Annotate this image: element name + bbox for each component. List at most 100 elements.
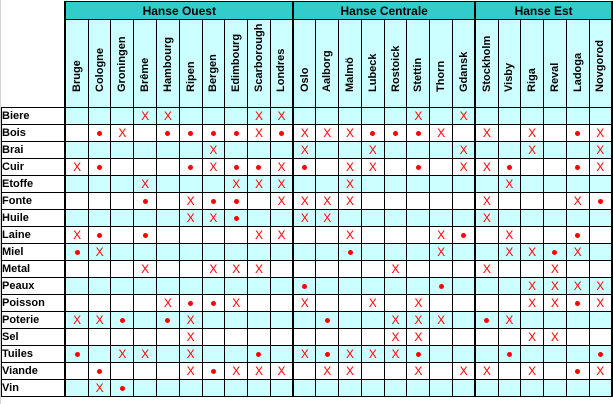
product-name[interactable]: Huile [1, 209, 66, 227]
trade-cell[interactable] [87, 277, 112, 295]
trade-cell[interactable] [201, 345, 226, 363]
trade-cell[interactable] [565, 345, 590, 363]
trade-cell[interactable] [156, 124, 180, 142]
trade-cell[interactable] [520, 311, 545, 329]
trade-cell[interactable] [87, 294, 112, 312]
trade-cell[interactable] [247, 328, 271, 346]
trade-cell[interactable] [588, 243, 613, 261]
trade-cell[interactable]: X [269, 362, 295, 380]
trade-cell[interactable] [64, 294, 89, 312]
trade-cell[interactable]: X [224, 175, 249, 193]
trade-cell[interactable] [429, 175, 453, 193]
trade-cell[interactable] [338, 328, 362, 346]
trade-cell[interactable] [269, 209, 295, 227]
trade-cell[interactable] [497, 379, 522, 397]
trade-cell[interactable] [110, 328, 135, 346]
trade-cell[interactable]: X [383, 260, 408, 278]
trade-cell[interactable] [178, 260, 203, 278]
trade-cell[interactable]: X [292, 294, 317, 312]
trade-cell[interactable] [497, 158, 522, 176]
product-name[interactable]: Fonte [1, 192, 66, 210]
trade-cell[interactable]: X [588, 294, 613, 312]
trade-cell[interactable]: X [588, 141, 613, 159]
trade-cell[interactable] [64, 243, 89, 261]
trade-cell[interactable] [178, 243, 203, 261]
trade-cell[interactable]: X [292, 345, 317, 363]
trade-cell[interactable]: X [224, 294, 249, 312]
trade-cell[interactable] [224, 124, 249, 142]
trade-cell[interactable] [474, 141, 499, 159]
trade-cell[interactable] [565, 175, 590, 193]
trade-cell[interactable]: X [133, 175, 158, 193]
trade-cell[interactable]: X [247, 362, 271, 380]
product-name[interactable]: Peaux [1, 277, 66, 295]
trade-cell[interactable]: X [269, 192, 295, 210]
trade-cell[interactable]: X [110, 124, 135, 142]
trade-cell[interactable] [315, 277, 340, 295]
trade-cell[interactable] [110, 107, 135, 125]
trade-cell[interactable] [383, 362, 408, 380]
trade-cell[interactable] [360, 124, 385, 142]
trade-cell[interactable]: X [247, 226, 271, 244]
trade-cell[interactable]: X [565, 243, 590, 261]
trade-cell[interactable] [429, 209, 453, 227]
trade-cell[interactable] [588, 345, 613, 363]
trade-cell[interactable]: X [565, 277, 590, 295]
trade-cell[interactable] [87, 107, 112, 125]
trade-cell[interactable] [156, 277, 180, 295]
trade-cell[interactable] [497, 124, 522, 142]
trade-cell[interactable] [292, 379, 317, 397]
trade-cell[interactable]: X [383, 311, 408, 329]
trade-cell[interactable]: X [497, 226, 522, 244]
trade-cell[interactable] [224, 158, 249, 176]
trade-cell[interactable] [178, 124, 203, 142]
trade-cell[interactable] [474, 226, 499, 244]
trade-cell[interactable]: X [588, 124, 613, 142]
trade-cell[interactable]: X [588, 158, 613, 176]
trade-cell[interactable] [247, 294, 271, 312]
trade-cell[interactable] [224, 345, 249, 363]
trade-cell[interactable] [565, 260, 590, 278]
trade-cell[interactable]: X [451, 158, 477, 176]
trade-cell[interactable] [201, 175, 226, 193]
trade-cell[interactable]: X [451, 362, 477, 380]
trade-cell[interactable] [360, 107, 385, 125]
trade-cell[interactable] [224, 379, 249, 397]
trade-cell[interactable] [201, 243, 226, 261]
trade-cell[interactable] [269, 294, 295, 312]
trade-cell[interactable] [474, 345, 499, 363]
trade-cell[interactable] [406, 175, 431, 193]
trade-cell[interactable] [383, 141, 408, 159]
trade-cell[interactable] [588, 192, 613, 210]
trade-cell[interactable] [292, 243, 317, 261]
trade-cell[interactable] [360, 175, 385, 193]
trade-cell[interactable]: X [338, 192, 362, 210]
trade-cell[interactable] [338, 311, 362, 329]
trade-cell[interactable]: X [201, 141, 226, 159]
trade-cell[interactable]: X [64, 226, 89, 244]
trade-cell[interactable] [110, 243, 135, 261]
trade-cell[interactable] [451, 260, 477, 278]
trade-cell[interactable]: X [247, 175, 271, 193]
trade-cell[interactable] [156, 175, 180, 193]
trade-cell[interactable] [269, 277, 295, 295]
trade-cell[interactable] [451, 277, 477, 295]
trade-cell[interactable] [474, 243, 499, 261]
trade-cell[interactable] [315, 328, 340, 346]
trade-cell[interactable] [292, 175, 317, 193]
trade-cell[interactable] [110, 311, 135, 329]
product-name[interactable]: Brai [1, 141, 66, 159]
trade-cell[interactable] [383, 277, 408, 295]
trade-cell[interactable] [64, 107, 89, 125]
trade-cell[interactable] [315, 107, 340, 125]
trade-cell[interactable] [474, 294, 499, 312]
trade-cell[interactable] [429, 107, 453, 125]
trade-cell[interactable] [543, 311, 567, 329]
trade-cell[interactable] [520, 107, 545, 125]
trade-cell[interactable] [110, 277, 135, 295]
product-name[interactable]: Laine [1, 226, 66, 244]
product-name[interactable]: Etoffe [1, 175, 66, 193]
trade-cell[interactable] [451, 124, 477, 142]
trade-cell[interactable] [360, 209, 385, 227]
trade-cell[interactable] [87, 158, 112, 176]
